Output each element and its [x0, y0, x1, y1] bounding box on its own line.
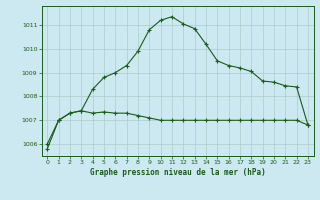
X-axis label: Graphe pression niveau de la mer (hPa): Graphe pression niveau de la mer (hPa) — [90, 168, 266, 177]
